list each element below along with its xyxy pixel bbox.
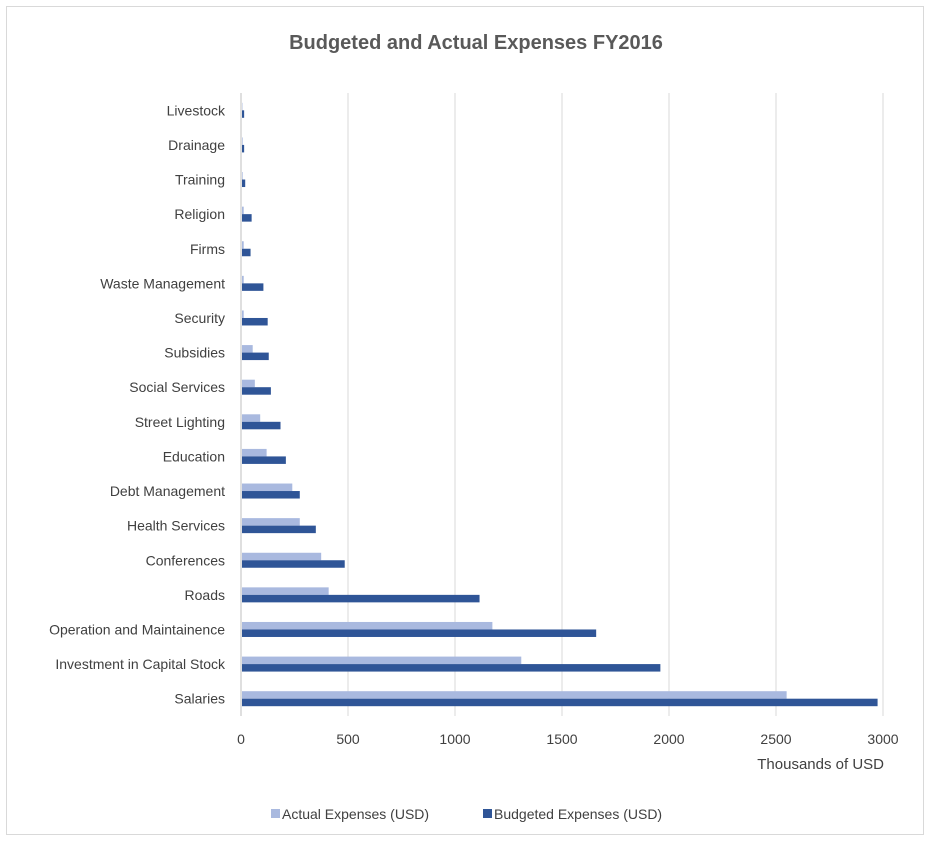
x-tick-labels: 0 500 1000 1500 2000 2500 3000 [237,731,899,747]
budgeted-bar-11 [242,317,268,326]
actual-bar-6 [242,483,293,492]
x-tick-label: 2000 [653,731,684,747]
budgeted-bar-9 [242,387,271,395]
x-tick-label: 1500 [546,731,577,747]
category-label: Operation and Maintainence [49,621,225,637]
budgeted-bar-8 [242,421,281,430]
actual-bar-10 [242,345,253,353]
budgeted-bar-13 [242,248,251,257]
budgeted-bar-6 [242,491,300,499]
x-tick-label: 1000 [439,731,470,747]
category-label: Drainage [168,137,225,153]
actual-bar-0 [242,691,787,699]
actual-bar-9 [242,379,255,388]
grid-layer [240,93,884,716]
category-label: Training [175,172,225,188]
actual-bar-2 [242,621,493,630]
category-label: Conferences [146,552,225,568]
category-label: Investment in Capital Stock [55,656,226,672]
actual-bar-7 [242,448,267,457]
actual-bar-8 [242,414,261,422]
actual-bar-15 [242,172,243,180]
budgeted-bar-0 [242,698,878,707]
category-label: Livestock [167,102,226,118]
category-label: Subsidies [164,345,225,361]
chart-title: Budgeted and Actual Expenses FY2016 [289,32,663,54]
budgeted-bar-16 [242,144,245,153]
chart-svg: Budgeted and Actual Expenses FY2016 Sala… [49,32,899,822]
category-label: Street Lighting [135,414,225,430]
budgeted-bar-15 [242,179,246,188]
budgeted-bar-10 [242,352,269,361]
category-label: Security [174,310,225,326]
budgeted-bar-1 [242,664,661,672]
legend-label-actual: Actual Expenses (USD) [282,806,429,822]
legend-swatch-actual [271,809,280,818]
x-axis-title: Thousands of USD [757,756,884,773]
category-label: Waste Management [100,275,225,291]
actual-bar-3 [242,587,329,595]
actual-bar-5 [242,518,300,526]
legend-label-budgeted: Budgeted Expenses (USD) [494,806,662,822]
budgeted-bar-2 [242,629,597,637]
budgeted-bar-7 [242,456,286,464]
actual-bar-11 [242,310,244,318]
category-labels: Salaries Investment in Capital Stock Opera… [49,102,226,706]
actual-bar-12 [242,275,244,284]
category-label: Roads [185,587,225,603]
actual-bar-16 [242,137,243,145]
budgeted-bar-14 [242,214,252,222]
x-tick-label: 3000 [867,731,898,747]
category-label: Salaries [174,691,225,707]
budgeted-bar-17 [242,110,245,118]
budgeted-bar-4 [242,560,345,568]
budgeted-bar-12 [242,283,264,291]
category-label: Religion [174,206,225,222]
budgeted-bar-5 [242,525,316,534]
chart-frame: Budgeted and Actual Expenses FY2016 Sala… [6,6,924,835]
legend: Actual Expenses (USD) Budgeted Expenses (… [271,806,662,822]
x-tick-label: 500 [336,731,360,747]
actual-bar-13 [242,241,244,249]
x-tick-label: 2500 [760,731,791,747]
category-label: Social Services [129,379,225,395]
x-tick-label: 0 [237,731,245,747]
actual-bar-4 [242,552,322,561]
category-label: Debt Management [110,483,225,499]
category-label: Health Services [127,518,225,534]
actual-bar-1 [242,656,522,665]
budgeted-bar-3 [242,594,480,603]
actual-bar-14 [242,206,244,215]
category-label: Education [163,448,225,464]
legend-swatch-budgeted [483,809,492,818]
bars-layer [242,102,878,707]
category-label: Firms [190,241,225,257]
